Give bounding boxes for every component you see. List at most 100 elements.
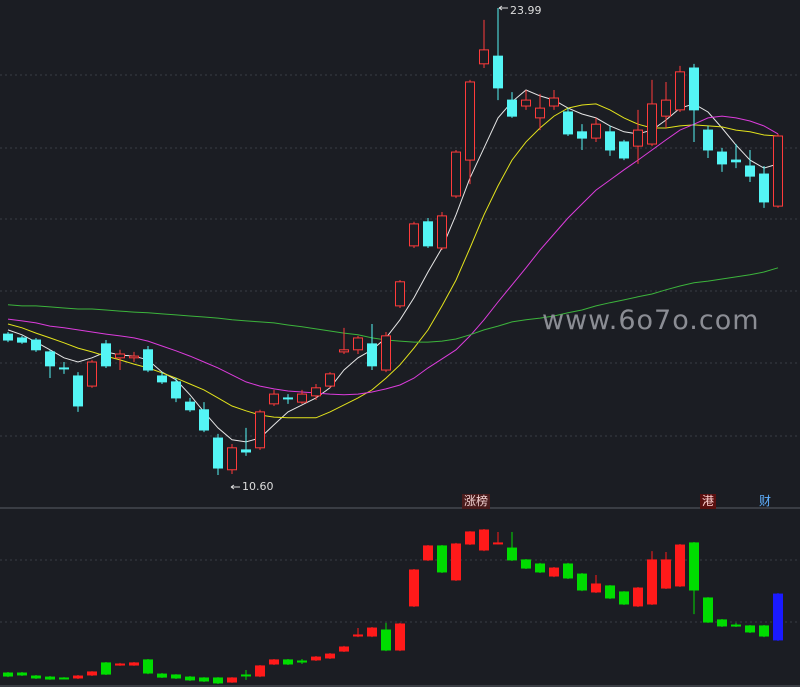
- high-annotation: 23.99: [510, 4, 542, 17]
- candle-body: [311, 656, 321, 661]
- candle-body: [437, 545, 447, 573]
- candle-body: [115, 663, 125, 666]
- candle-body: [45, 351, 55, 367]
- candle-body: [227, 677, 237, 683]
- candle-body: [619, 141, 629, 159]
- candle-body: [185, 401, 195, 411]
- candle-body: [493, 542, 503, 545]
- candle-body: [535, 107, 545, 119]
- candle-body: [619, 591, 629, 605]
- candle-body: [87, 671, 97, 676]
- candle-body: [297, 660, 307, 663]
- candle-body: [549, 567, 559, 577]
- candle-body: [339, 646, 349, 652]
- candle-body: [535, 563, 545, 573]
- candle-body: [465, 531, 475, 545]
- event-tag: 涨榜: [462, 494, 491, 509]
- candle-body: [101, 662, 111, 675]
- candle-body: [283, 397, 293, 400]
- candle-body: [367, 627, 377, 637]
- watermark: www.6o7o.com: [542, 305, 760, 336]
- candle-body: [591, 123, 601, 139]
- candle-body: [507, 99, 517, 117]
- candle-body: [129, 355, 139, 359]
- candle-body: [591, 583, 601, 593]
- candle-body: [59, 677, 69, 680]
- candle-body: [675, 71, 685, 111]
- candle-body: [451, 543, 461, 581]
- event-tag: 财: [759, 494, 772, 508]
- candle-body: [395, 281, 405, 307]
- candle-body: [409, 223, 419, 247]
- candle-body: [437, 215, 447, 249]
- candle-body: [605, 585, 615, 599]
- candle-body: [101, 343, 111, 367]
- candle-body: [703, 129, 713, 151]
- candle-body: [269, 659, 279, 665]
- candle-body: [241, 674, 251, 677]
- candle-body: [717, 619, 727, 627]
- candle-body: [199, 677, 209, 682]
- candle-body: [3, 333, 13, 341]
- candle-body: [661, 559, 671, 589]
- candle-body: [157, 673, 167, 678]
- candle-body: [129, 662, 139, 666]
- candle-body: [199, 409, 209, 431]
- candle-body: [451, 151, 461, 197]
- candle-body: [773, 135, 783, 207]
- candle-body: [465, 81, 475, 161]
- candle-body: [633, 129, 643, 147]
- annotation-arrow: [498, 5, 508, 11]
- candle-body: [59, 367, 69, 370]
- candle-body: [689, 67, 699, 111]
- candle-body: [409, 569, 419, 607]
- grid: [0, 74, 800, 623]
- candle-body: [143, 349, 153, 371]
- candle-body: [563, 111, 573, 135]
- candle-body: [647, 559, 657, 605]
- candle-body: [381, 335, 391, 371]
- candle-body: [185, 676, 195, 681]
- candle-body: [521, 559, 531, 569]
- candle-body: [87, 361, 97, 387]
- candle-body: [423, 221, 433, 247]
- candle-body: [213, 437, 223, 469]
- candle-body: [703, 597, 713, 623]
- candle-body: [255, 665, 265, 677]
- candle-body: [255, 411, 265, 449]
- candle-body: [381, 629, 391, 651]
- annotation-arrow: [230, 484, 240, 490]
- ma-line: [7, 103, 779, 419]
- candle-body: [395, 623, 405, 651]
- candle-body: [661, 99, 671, 117]
- candle-body: [31, 339, 41, 351]
- candle-body: [353, 337, 363, 351]
- candle-body: [3, 672, 13, 677]
- candle-body: [521, 99, 531, 107]
- candle-body: [759, 173, 769, 203]
- candle-body: [325, 653, 335, 659]
- candle-body: [73, 675, 83, 679]
- candle-body: [423, 545, 433, 561]
- candle-body: [773, 593, 783, 641]
- candle-body: [367, 343, 377, 367]
- candle-body: [171, 381, 181, 399]
- candle-body: [213, 677, 223, 684]
- candle-body: [479, 529, 489, 551]
- candle-body: [745, 165, 755, 177]
- candle-body: [31, 675, 41, 679]
- ma-line: [7, 267, 779, 343]
- candle-body: [283, 659, 293, 665]
- candle-body: [633, 587, 643, 607]
- candle-body: [717, 151, 727, 165]
- candle-body: [577, 573, 587, 591]
- candle-body: [17, 337, 27, 343]
- candle-body: [227, 447, 237, 471]
- event-tag: 港: [700, 494, 717, 509]
- candle-body: [171, 674, 181, 679]
- candle-body: [759, 625, 769, 637]
- candle-body: [493, 55, 503, 89]
- candle-body: [479, 49, 489, 65]
- candle-body: [115, 353, 125, 359]
